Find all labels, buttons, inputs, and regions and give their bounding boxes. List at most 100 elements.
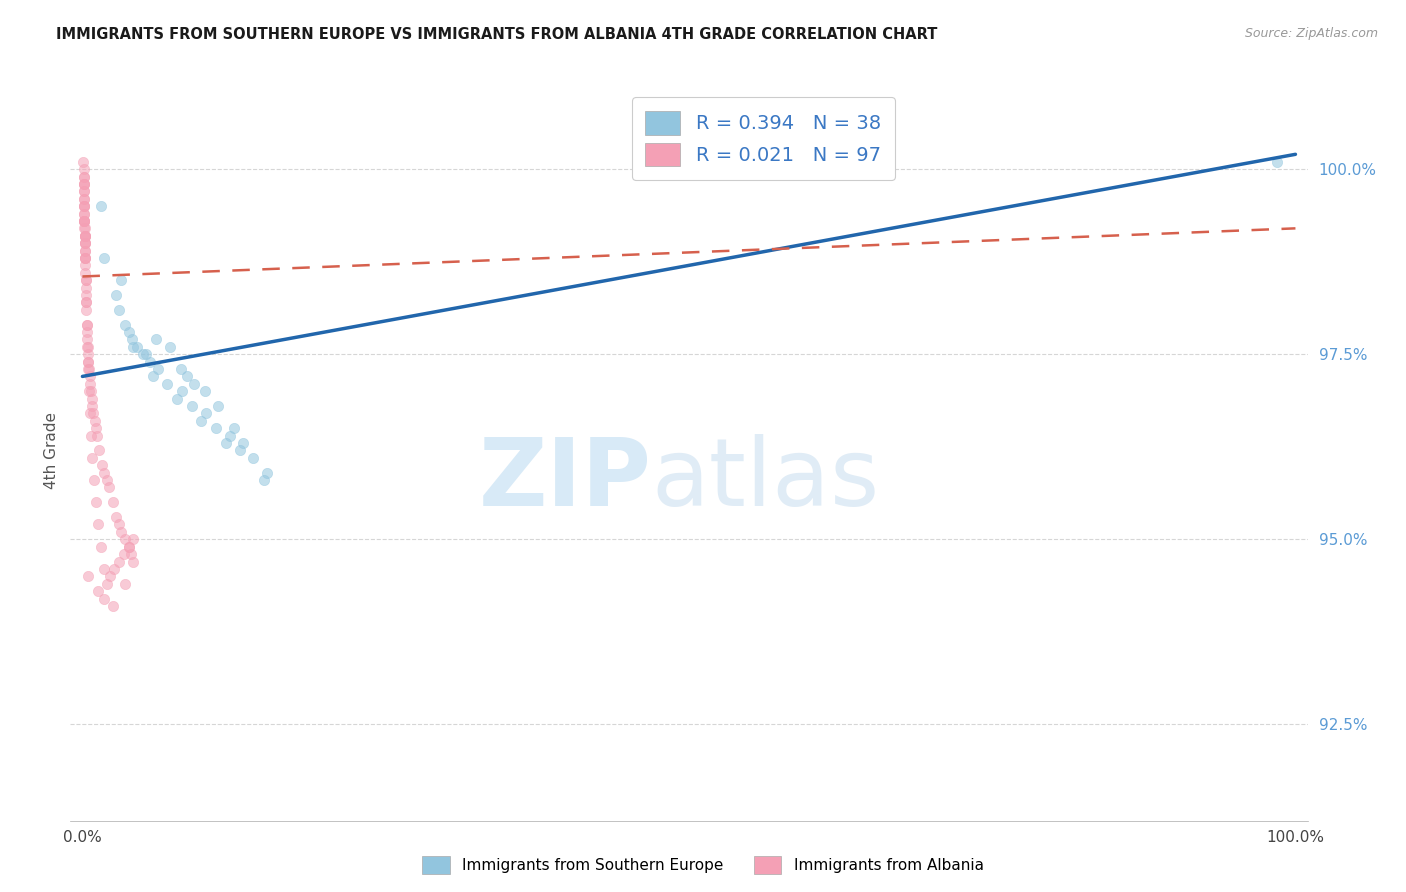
Point [180, 399, 202, 413]
Point [93, 466, 115, 480]
Point [117, 540, 139, 554]
Point [82, 399, 104, 413]
Point [77, 569, 100, 583]
Point [93, 251, 115, 265]
Point [73, 228, 96, 243]
Point [75, 302, 97, 317]
Point [112, 547, 135, 561]
Point [122, 555, 145, 569]
Point [146, 362, 169, 376]
Point [76, 318, 98, 332]
Point [77, 354, 100, 368]
Point [114, 533, 136, 547]
Point [73, 214, 96, 228]
Point [75, 295, 97, 310]
Point [72, 154, 94, 169]
Point [103, 562, 125, 576]
Point [73, 185, 96, 199]
Point [183, 376, 205, 391]
Point [139, 354, 162, 368]
Point [219, 428, 242, 442]
Point [73, 228, 96, 243]
Point [90, 199, 112, 213]
Point [77, 354, 100, 368]
Point [205, 421, 228, 435]
Point [207, 399, 229, 413]
Text: IMMIGRANTS FROM SOUTHERN EUROPE VS IMMIGRANTS FROM ALBANIA 4TH GRADE CORRELATION: IMMIGRANTS FROM SOUTHERN EUROPE VS IMMIG… [56, 27, 938, 42]
Point [73, 185, 96, 199]
Point [170, 384, 193, 399]
Point [96, 473, 118, 487]
Point [93, 591, 115, 606]
Point [73, 206, 96, 220]
Point [108, 555, 131, 569]
Point [93, 562, 115, 576]
Point [122, 340, 145, 354]
Point [73, 214, 96, 228]
Point [90, 458, 112, 473]
Point [90, 540, 112, 554]
Point [108, 517, 131, 532]
Text: atlas: atlas [652, 434, 880, 526]
Point [117, 540, 139, 554]
Point [73, 244, 96, 258]
Point [73, 214, 96, 228]
Point [80, 428, 103, 442]
Point [105, 288, 128, 302]
Y-axis label: 4th Grade: 4th Grade [44, 412, 59, 489]
Point [108, 302, 131, 317]
Point [73, 199, 96, 213]
Point [75, 251, 97, 265]
Point [76, 333, 98, 347]
Text: Source: ZipAtlas.com: Source: ZipAtlas.com [1244, 27, 1378, 40]
Point [87, 517, 110, 532]
Point [77, 347, 100, 361]
Point [82, 450, 104, 465]
Point [86, 428, 108, 442]
Point [114, 318, 136, 332]
Point [101, 599, 124, 613]
Point [176, 369, 198, 384]
Point [72, 177, 94, 191]
Point [75, 288, 97, 302]
Point [77, 362, 100, 376]
Point [73, 236, 96, 251]
Point [73, 221, 96, 235]
Point [101, 495, 124, 509]
Point [73, 236, 96, 251]
Point [83, 473, 105, 487]
Point [73, 199, 96, 213]
Point [75, 295, 97, 310]
Point [72, 177, 94, 191]
Point [75, 259, 97, 273]
Point [96, 576, 118, 591]
Point [80, 392, 103, 406]
Point [84, 495, 107, 509]
Point [256, 466, 278, 480]
Point [79, 407, 101, 421]
Point [75, 251, 97, 265]
Point [73, 199, 96, 213]
Point [75, 273, 97, 287]
Point [72, 162, 94, 177]
Point [166, 392, 188, 406]
Point [77, 384, 100, 399]
Legend: R = 0.394   N = 38, R = 0.021   N = 97: R = 0.394 N = 38, R = 0.021 N = 97 [631, 97, 894, 180]
Point [232, 436, 254, 450]
Point [76, 340, 98, 354]
Point [75, 251, 97, 265]
Point [125, 340, 148, 354]
Point [75, 266, 97, 280]
Point [134, 347, 156, 361]
Point [120, 547, 142, 561]
Point [132, 347, 155, 361]
Point [98, 481, 121, 495]
Point [222, 421, 245, 435]
Point [89, 443, 111, 458]
Point [73, 192, 96, 206]
Point [76, 325, 98, 339]
Point [229, 443, 252, 458]
Point [110, 524, 132, 539]
Point [122, 533, 145, 547]
Point [73, 177, 96, 191]
